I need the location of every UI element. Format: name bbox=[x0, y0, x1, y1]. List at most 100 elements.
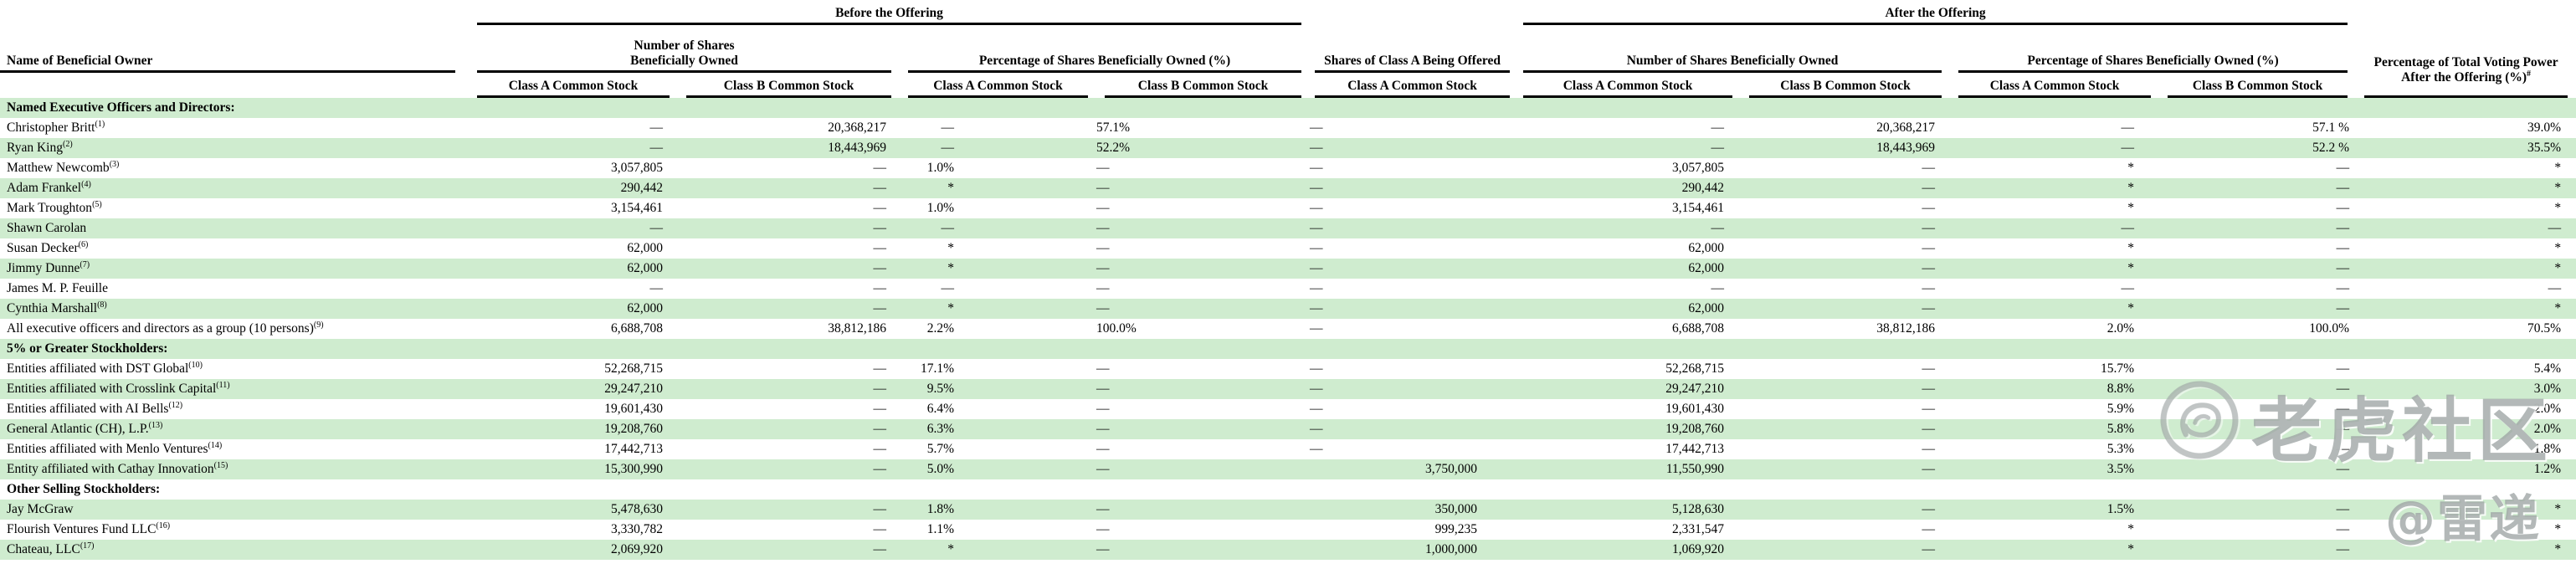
value-cell: 6.3% bbox=[900, 419, 1096, 439]
value-cell: 3,750,000 bbox=[1310, 459, 1516, 479]
owner-name-cell: Entities affiliated with DST Global(10) bbox=[0, 359, 469, 379]
owner-name-cell: Jimmy Dunne(7) bbox=[0, 259, 469, 279]
value-cell: — bbox=[678, 158, 900, 178]
value-cell: — bbox=[2159, 198, 2357, 218]
owner-name: Cynthia Marshall bbox=[7, 301, 98, 315]
value-cell: — bbox=[1310, 238, 1516, 259]
value-cell: 29,247,210 bbox=[1515, 379, 1742, 399]
owner-name: Matthew Newcomb bbox=[7, 161, 110, 175]
value-cell: 9.5% bbox=[900, 379, 1096, 399]
value-cell: 19,208,760 bbox=[469, 419, 678, 439]
header-after-class-a-pct: Class A Common Stock bbox=[1950, 73, 2159, 98]
owner-name-cell: Susan Decker(6) bbox=[0, 238, 469, 259]
value-cell: — bbox=[2159, 419, 2357, 439]
owner-name-cell: Flourish Ventures Fund LLC(16) bbox=[0, 520, 469, 540]
value-cell: — bbox=[1741, 520, 1951, 540]
footnote-ref: (9) bbox=[313, 320, 324, 330]
value-cell: * bbox=[900, 259, 1096, 279]
owner-name: Jay McGraw bbox=[7, 502, 74, 516]
owner-name-cell: Adam Frankel(4) bbox=[0, 178, 469, 198]
value-cell: 100.0% bbox=[2159, 319, 2357, 339]
footnote-ref: (11) bbox=[216, 380, 230, 390]
owner-name: Ryan King bbox=[7, 141, 63, 155]
section-row: 5% or Greater Stockholders: bbox=[0, 339, 2576, 359]
value-cell: — bbox=[1310, 218, 1516, 238]
value-cell: 3.5% bbox=[1950, 459, 2160, 479]
value-cell: 20,368,217 bbox=[678, 118, 900, 138]
value-cell: — bbox=[900, 138, 1096, 158]
value-cell: * bbox=[2356, 238, 2576, 259]
value-cell: — bbox=[1310, 399, 1516, 419]
value-cell: 62,000 bbox=[1515, 259, 1742, 279]
value-cell: — bbox=[1950, 218, 2160, 238]
header-before-offering: Before the Offering bbox=[469, 0, 1310, 25]
value-cell: — bbox=[1515, 118, 1742, 138]
value-cell: 1.2% bbox=[2356, 459, 2576, 479]
value-cell: — bbox=[1515, 138, 1742, 158]
value-cell: * bbox=[2356, 158, 2576, 178]
value-cell: — bbox=[1096, 399, 1311, 419]
value-cell: 3,154,461 bbox=[1515, 198, 1742, 218]
table-row: Cynthia Marshall(8) 62,000— * — —62,000— * — * bbox=[0, 299, 2576, 319]
value-cell: — bbox=[678, 459, 900, 479]
value-cell: — bbox=[1741, 259, 1951, 279]
header-before-class-b-pct: Class B Common Stock bbox=[1096, 73, 1310, 98]
value-cell: — bbox=[469, 138, 678, 158]
footnote-ref: (12) bbox=[168, 400, 183, 410]
value-cell: 62,000 bbox=[469, 299, 678, 319]
table-header: Before the Offering After the Offering N… bbox=[0, 0, 2576, 98]
owner-name-cell: Matthew Newcomb(3) bbox=[0, 158, 469, 178]
value-cell: — bbox=[1096, 259, 1311, 279]
value-cell: 1.0% bbox=[900, 158, 1096, 178]
value-cell: — bbox=[1950, 118, 2160, 138]
beneficial-ownership-table: Before the Offering After the Offering N… bbox=[0, 0, 2576, 560]
value-cell: 6.4% bbox=[900, 399, 1096, 419]
value-cell: — bbox=[1741, 198, 1951, 218]
value-cell: 52.2 % bbox=[2159, 138, 2357, 158]
value-cell: 3,057,805 bbox=[469, 158, 678, 178]
value-cell: — bbox=[678, 439, 900, 459]
owner-name: Susan Decker bbox=[7, 241, 79, 255]
value-cell: — bbox=[2159, 500, 2357, 520]
value-cell: 62,000 bbox=[469, 259, 678, 279]
value-cell: 38,812,186 bbox=[1741, 319, 1951, 339]
footnote-ref: (7) bbox=[80, 259, 90, 269]
value-cell: 17.1% bbox=[900, 359, 1096, 379]
value-cell: * bbox=[1950, 198, 2160, 218]
value-cell: — bbox=[2159, 439, 2357, 459]
value-cell: 11,550,990 bbox=[1515, 459, 1742, 479]
value-cell: — bbox=[1741, 359, 1951, 379]
owner-name: All executive officers and directors as … bbox=[7, 321, 314, 336]
value-cell: — bbox=[1096, 299, 1311, 319]
value-cell: 57.1 % bbox=[2159, 118, 2357, 138]
owner-name: General Atlantic (CH), L.P. bbox=[7, 422, 149, 436]
owner-name: Mark Troughton bbox=[7, 201, 93, 215]
table-row: Entities affiliated with Menlo Ventures(… bbox=[0, 439, 2576, 459]
owner-name-cell: General Atlantic (CH), L.P.(13) bbox=[0, 419, 469, 439]
value-cell: — bbox=[469, 118, 678, 138]
value-cell: — bbox=[1096, 439, 1311, 459]
value-cell: * bbox=[1950, 259, 2160, 279]
value-cell: — bbox=[2159, 399, 2357, 419]
value-cell: 2.0% bbox=[2356, 419, 2576, 439]
value-cell: — bbox=[678, 500, 900, 520]
owner-name: Jimmy Dunne bbox=[7, 261, 80, 275]
value-cell: — bbox=[1310, 118, 1516, 138]
owner-name: Entities affiliated with Crosslink Capit… bbox=[7, 382, 217, 396]
value-cell: — bbox=[2159, 158, 2357, 178]
table-row: Christopher Britt(1) —20,368,217—57.1% — —2… bbox=[0, 118, 2576, 138]
table-row: Chateau, LLC(17) 2,069,920— * —1,000,000 1,0… bbox=[0, 540, 2576, 560]
header-after-offering: After the Offering bbox=[1515, 0, 2356, 25]
value-cell: — bbox=[469, 279, 678, 299]
owner-name: Adam Frankel bbox=[7, 181, 82, 195]
header-before-num-shares: Number of Shares Beneficially Owned bbox=[469, 25, 900, 73]
value-cell: — bbox=[1096, 178, 1311, 198]
owner-name-cell: Entities affiliated with Menlo Ventures(… bbox=[0, 439, 469, 459]
table-row: Jay McGraw 5,478,630—1.8% —350,000 5,128,63… bbox=[0, 500, 2576, 520]
table-row: Jimmy Dunne(7) 62,000— * — —62,000— * — * bbox=[0, 259, 2576, 279]
header-spacer bbox=[1310, 0, 1515, 25]
value-cell: — bbox=[1096, 158, 1311, 178]
value-cell: — bbox=[469, 218, 678, 238]
footnote-ref: (4) bbox=[81, 179, 91, 189]
value-cell: — bbox=[900, 218, 1096, 238]
